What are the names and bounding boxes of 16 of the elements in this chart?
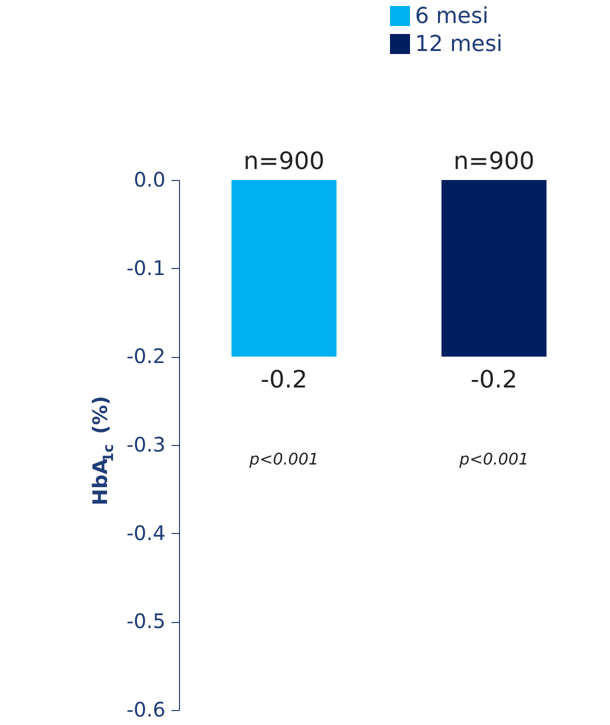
y-tick-label: -0.2 [126, 344, 166, 368]
y-tick-label: -0.5 [126, 609, 166, 634]
y-axis-title: HbA1c (%) [88, 396, 117, 506]
y-tick-label: -0.1 [126, 256, 166, 280]
y-tick-label: -0.3 [126, 432, 166, 456]
y-tick-label: 0.0 [134, 168, 166, 192]
data-label: -0.2 [470, 366, 518, 394]
text: n=900 [453, 147, 535, 175]
annotation: p<0.001 [458, 450, 529, 469]
data-label: -0.2 [260, 366, 308, 394]
y-tick-label: -0.6 [126, 698, 166, 722]
y-tick-label: -0.4 [126, 520, 166, 545]
annotation: p<0.001 [248, 450, 319, 469]
text: n=900 [243, 147, 325, 175]
legend-label: 6 mesi [415, 4, 489, 29]
legend-label: 12 mesi [415, 32, 503, 57]
